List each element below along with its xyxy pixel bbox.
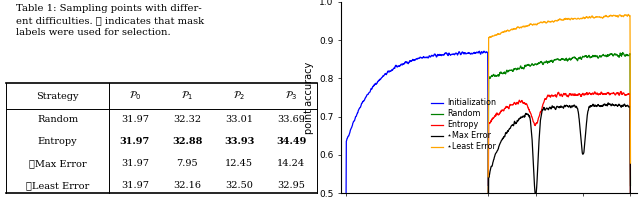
Text: 7.95: 7.95 [176, 159, 198, 168]
Random [619, 51, 627, 54]
Random [579, 56, 587, 58]
Text: 31.97: 31.97 [120, 138, 150, 146]
⋆Max Error [521, 116, 529, 118]
Random [591, 55, 599, 57]
Text: 33.69: 33.69 [277, 115, 305, 125]
Text: 34.49: 34.49 [276, 138, 307, 146]
⋆Least Error [568, 18, 576, 20]
Text: Strategy: Strategy [36, 92, 79, 101]
Entropy [509, 103, 517, 105]
Random [521, 65, 529, 67]
⋆Max Error [568, 105, 576, 107]
⋆Least Error [627, 162, 634, 164]
Entropy [521, 102, 529, 104]
Text: Random: Random [37, 115, 78, 125]
Text: $\mathcal{P}_1$: $\mathcal{P}_1$ [181, 90, 193, 102]
⋆Least Error [579, 16, 587, 18]
Text: 31.97: 31.97 [121, 181, 149, 190]
Text: ⋆Max Error: ⋆Max Error [29, 159, 86, 168]
⋆Max Error [579, 153, 587, 155]
Text: $\mathcal{P}_2$: $\mathcal{P}_2$ [233, 90, 245, 102]
Text: 31.97: 31.97 [121, 115, 149, 125]
Line: ⋆Max Error: ⋆Max Error [488, 103, 630, 197]
Initialization [480, 50, 488, 52]
⋆Least Error [625, 13, 632, 16]
Initialization [437, 54, 445, 56]
Text: ⋆Least Error: ⋆Least Error [26, 181, 89, 190]
Y-axis label: point accuracy: point accuracy [303, 61, 314, 134]
Entropy [579, 93, 587, 96]
Random [568, 57, 576, 59]
Legend: Initialization, Random, Entropy, ⋆Max Error, ⋆Least Error: Initialization, Random, Entropy, ⋆Max Er… [428, 95, 499, 155]
⋆Least Error [591, 16, 599, 19]
Entropy [548, 94, 556, 97]
Initialization [484, 184, 492, 187]
⋆Least Error [509, 28, 517, 30]
Text: 32.16: 32.16 [173, 181, 201, 190]
Random [627, 184, 634, 187]
Text: 32.88: 32.88 [172, 138, 202, 146]
Text: 31.97: 31.97 [121, 159, 149, 168]
Random [509, 69, 517, 72]
Text: 32.95: 32.95 [277, 181, 305, 190]
Line: Entropy: Entropy [488, 91, 630, 197]
Text: Table 1: Sampling points with differ-
ent difficulties. ⋆ indicates that mask
la: Table 1: Sampling points with differ- en… [16, 4, 204, 37]
Text: 32.32: 32.32 [173, 115, 201, 125]
Text: 14.24: 14.24 [277, 159, 305, 168]
Random [548, 60, 556, 63]
⋆Max Error [548, 105, 556, 108]
⋆Max Error [605, 102, 612, 104]
Text: 33.01: 33.01 [225, 115, 253, 125]
⋆Least Error [521, 25, 529, 28]
Text: 32.50: 32.50 [225, 181, 253, 190]
Line: Initialization: Initialization [346, 51, 488, 197]
Text: $\mathcal{P}_0$: $\mathcal{P}_0$ [129, 90, 141, 102]
Line: ⋆Least Error: ⋆Least Error [488, 14, 630, 177]
⋆Least Error [548, 20, 556, 22]
Initialization [406, 60, 414, 62]
Text: $\mathcal{P}_3$: $\mathcal{P}_3$ [285, 90, 298, 102]
Initialization [367, 87, 375, 90]
Initialization [426, 55, 433, 57]
Entropy [591, 92, 599, 94]
Entropy [568, 94, 576, 97]
Text: 12.45: 12.45 [225, 159, 253, 168]
Initialization [379, 75, 387, 78]
Text: Entropy: Entropy [38, 138, 77, 146]
Initialization [449, 53, 457, 55]
⋆Max Error [591, 104, 599, 106]
Text: 33.93: 33.93 [224, 138, 255, 146]
Line: Random: Random [488, 53, 630, 197]
⋆Max Error [509, 125, 517, 127]
⋆Least Error [484, 176, 492, 178]
Entropy [617, 90, 625, 93]
